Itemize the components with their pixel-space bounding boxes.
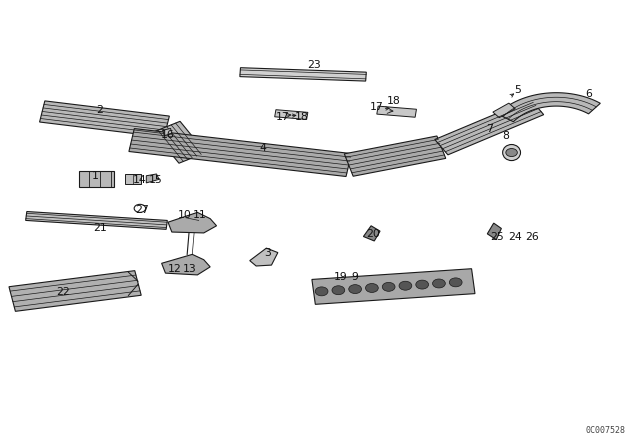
Text: 6: 6 [585,90,591,99]
Circle shape [449,278,462,287]
Text: 11: 11 [193,210,207,220]
Polygon shape [125,174,141,184]
Text: 18: 18 [295,112,309,122]
Polygon shape [240,68,366,81]
Text: 2: 2 [96,105,103,115]
Polygon shape [147,174,159,183]
Ellipse shape [502,145,520,160]
Polygon shape [168,212,216,233]
Polygon shape [275,110,308,120]
Text: 27: 27 [136,205,149,215]
Circle shape [316,287,328,296]
Text: 14: 14 [133,175,147,185]
Circle shape [365,284,378,293]
Polygon shape [162,254,210,275]
Polygon shape [312,269,475,304]
Polygon shape [344,136,445,176]
Text: 13: 13 [183,264,196,274]
Text: 21: 21 [93,224,106,233]
Text: 25: 25 [491,232,504,241]
Text: 3: 3 [264,248,271,258]
Text: 1: 1 [92,171,99,181]
Circle shape [416,280,429,289]
Text: 26: 26 [525,232,539,241]
Circle shape [382,282,395,291]
Text: 8: 8 [502,131,509,142]
Text: 17: 17 [369,102,383,112]
Text: 19: 19 [334,271,348,282]
Text: 16: 16 [161,129,175,140]
Polygon shape [154,121,205,163]
Text: 24: 24 [508,232,522,241]
Text: 22: 22 [56,287,70,297]
Circle shape [349,284,362,293]
Text: 10: 10 [178,210,191,220]
Circle shape [506,149,517,156]
Polygon shape [487,223,501,240]
Polygon shape [250,248,278,266]
Text: 0C007528: 0C007528 [585,426,625,435]
Polygon shape [377,106,417,117]
Polygon shape [9,271,141,311]
Polygon shape [129,129,351,177]
Text: 15: 15 [148,175,162,185]
Text: 5: 5 [515,85,522,95]
Text: 20: 20 [366,229,380,239]
Text: 18: 18 [387,96,401,106]
Text: 7: 7 [486,124,493,134]
Polygon shape [493,103,515,118]
Polygon shape [364,226,380,241]
Circle shape [433,279,445,288]
Polygon shape [498,93,600,122]
Polygon shape [40,101,170,137]
Text: 4: 4 [259,143,266,153]
Text: 23: 23 [307,60,321,70]
Circle shape [399,281,412,290]
Polygon shape [26,211,167,229]
Polygon shape [163,129,172,136]
Text: 17: 17 [276,112,290,122]
Circle shape [332,286,345,295]
Text: 9: 9 [352,271,358,282]
Text: 12: 12 [168,264,181,274]
Polygon shape [79,171,115,187]
Polygon shape [435,99,544,155]
